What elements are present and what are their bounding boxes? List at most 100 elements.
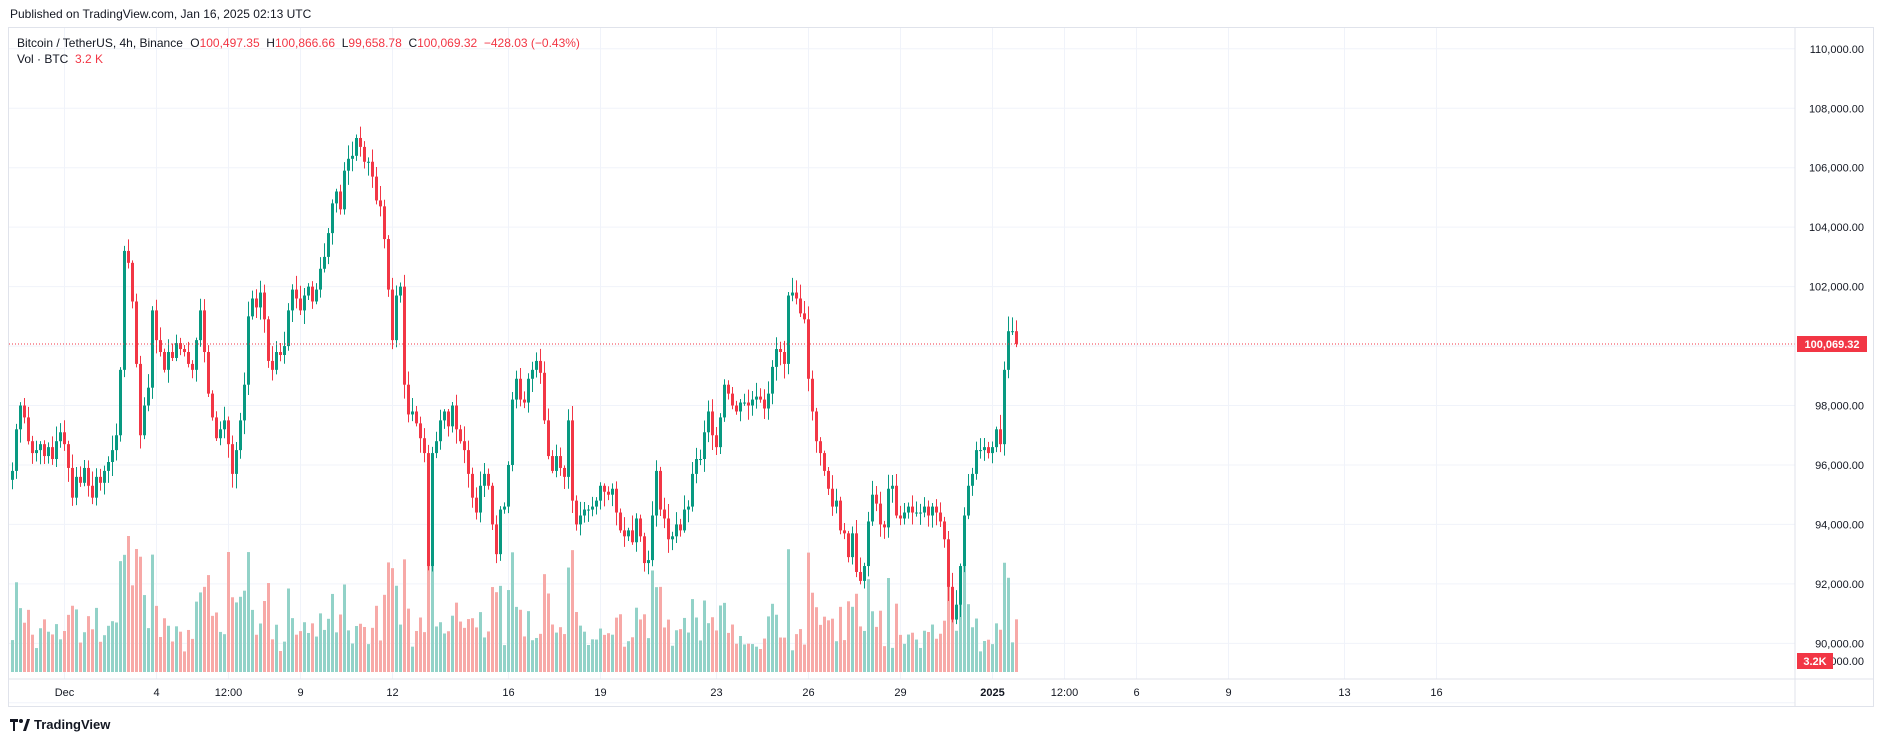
- volume-bar: [379, 640, 382, 672]
- candle-body: [107, 462, 110, 471]
- candle-body: [751, 399, 754, 406]
- candle-body: [339, 191, 342, 210]
- volume-bar: [575, 612, 578, 672]
- volume-bar: [363, 626, 366, 672]
- volume-bar: [483, 637, 486, 672]
- volume-bar: [255, 634, 258, 672]
- volume-bar: [223, 634, 226, 672]
- volume-bar: [883, 646, 886, 672]
- volume-bar: [915, 639, 918, 672]
- volume-bar: [751, 644, 754, 672]
- candle-body: [591, 506, 594, 510]
- volume-bar: [239, 596, 242, 672]
- candle-body: [223, 420, 226, 430]
- volume-bar: [495, 592, 498, 672]
- volume-bar: [1015, 619, 1018, 672]
- volume-bar: [395, 585, 398, 672]
- candle-body: [871, 494, 874, 522]
- volume-bar: [827, 620, 830, 672]
- volume-bar: [835, 641, 838, 672]
- high-label: H: [266, 36, 275, 50]
- volume-bar: [647, 638, 650, 672]
- candle-body: [467, 450, 470, 474]
- candle-body: [875, 494, 878, 504]
- volume-bar: [47, 631, 50, 672]
- candle-body: [455, 405, 458, 430]
- volume-bar: [383, 594, 386, 672]
- x-tick-label: 23: [710, 687, 722, 699]
- candle-body: [67, 444, 70, 468]
- volume-bar: [691, 599, 694, 672]
- volume-bar: [299, 631, 302, 672]
- volume-bar: [775, 614, 778, 672]
- volume-bar: [315, 636, 318, 672]
- candle-body: [419, 423, 422, 439]
- volume-bar: [727, 632, 730, 672]
- volume-bar: [251, 609, 254, 672]
- volume-bar: [723, 602, 726, 672]
- volume-bar: [367, 644, 370, 672]
- candle-body: [135, 301, 138, 364]
- volume-bar: [703, 600, 706, 672]
- candle-body: [903, 512, 906, 519]
- candle-body: [767, 393, 770, 409]
- volume-bar: [335, 632, 338, 672]
- candle-body: [619, 512, 622, 531]
- candle-body: [151, 310, 154, 388]
- candle-body: [55, 441, 58, 460]
- volume-bar: [563, 634, 566, 672]
- volume-bar: [319, 613, 322, 672]
- volume-bar: [843, 640, 846, 672]
- volume-bar: [199, 592, 202, 672]
- x-tick-label: 16: [1430, 687, 1442, 699]
- candle-body: [199, 310, 202, 341]
- candle-body: [623, 530, 626, 537]
- candle-body: [175, 343, 178, 358]
- volume-bar: [987, 639, 990, 672]
- volume-bar: [919, 647, 922, 672]
- volume-bar: [643, 614, 646, 672]
- volume-bar: [763, 638, 766, 672]
- volume-bar: [603, 634, 606, 672]
- candle-body: [211, 393, 214, 418]
- candle-body: [883, 524, 886, 528]
- volume-bar: [287, 588, 290, 672]
- volume-bar: [459, 621, 462, 672]
- volume-bar: [791, 650, 794, 672]
- volume-bar: [219, 631, 222, 672]
- candle-body: [519, 378, 522, 400]
- volume-bar: [475, 627, 478, 672]
- volume-bar: [679, 629, 682, 672]
- volume-bar: [747, 643, 750, 672]
- y-tick-label: 98,000.00: [1815, 401, 1864, 413]
- volume-bar: [699, 640, 702, 672]
- candle-body: [279, 352, 282, 355]
- volume-bar: [939, 633, 942, 672]
- volume-bar: [627, 641, 630, 672]
- candle-body: [627, 530, 630, 537]
- candle-body: [539, 360, 542, 373]
- candle-body: [711, 411, 714, 436]
- candle-body: [607, 491, 610, 495]
- close-label: C: [408, 36, 418, 50]
- volume-bar: [779, 637, 782, 672]
- candle-body: [923, 506, 926, 513]
- candle-body: [735, 405, 738, 412]
- volume-bar: [23, 622, 26, 672]
- candle-body: [215, 417, 218, 439]
- volume-bar: [411, 646, 414, 672]
- candle-body: [311, 286, 314, 302]
- volume-bar: [419, 617, 422, 672]
- volume-bar: [863, 630, 866, 672]
- volume-bar: [695, 617, 698, 672]
- x-tick-label: 16: [502, 687, 514, 699]
- volume-bar: [279, 651, 282, 672]
- candle-body: [895, 485, 898, 516]
- candle-body: [11, 470, 14, 480]
- volume-bar: [871, 611, 874, 672]
- volume-bar: [139, 556, 142, 672]
- volume-bar: [943, 620, 946, 672]
- volume-bar: [995, 623, 998, 672]
- volume-bar: [43, 619, 46, 672]
